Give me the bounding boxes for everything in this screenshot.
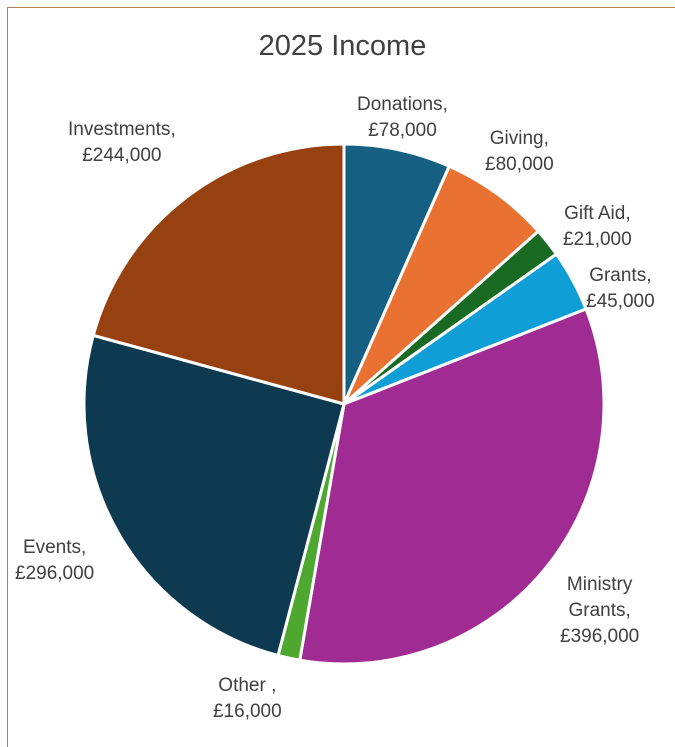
pie-slice-investments bbox=[91, 142, 346, 406]
grants-word: Grants, bbox=[568, 600, 631, 621]
data-label-investments: Investments, £244,000 bbox=[68, 119, 176, 166]
data-label-ministry-grants: Ministry Grants, £396,000 bbox=[560, 574, 640, 647]
data-label-donations: Donations, £78,000 bbox=[357, 94, 448, 141]
data-label-other: Other , £16,000 bbox=[213, 675, 282, 722]
pie-slice-donations bbox=[342, 142, 452, 405]
data-label-gift-aid: Gift Aid, £21,000 bbox=[563, 203, 632, 250]
ministry-word: Ministry bbox=[566, 574, 633, 595]
chart-frame bbox=[7, 7, 675, 747]
pie-slice-giving bbox=[342, 164, 541, 406]
pie-slice-ministry-grants bbox=[298, 307, 606, 666]
data-label-grants: Grants, £45,000 bbox=[586, 265, 655, 312]
chart-title: 2025 Income bbox=[258, 30, 427, 62]
pie-slice-events bbox=[82, 333, 346, 658]
data-label-events: Events, £296,000 bbox=[15, 537, 95, 584]
data-label-giving: Giving, £80,000 bbox=[485, 128, 554, 175]
